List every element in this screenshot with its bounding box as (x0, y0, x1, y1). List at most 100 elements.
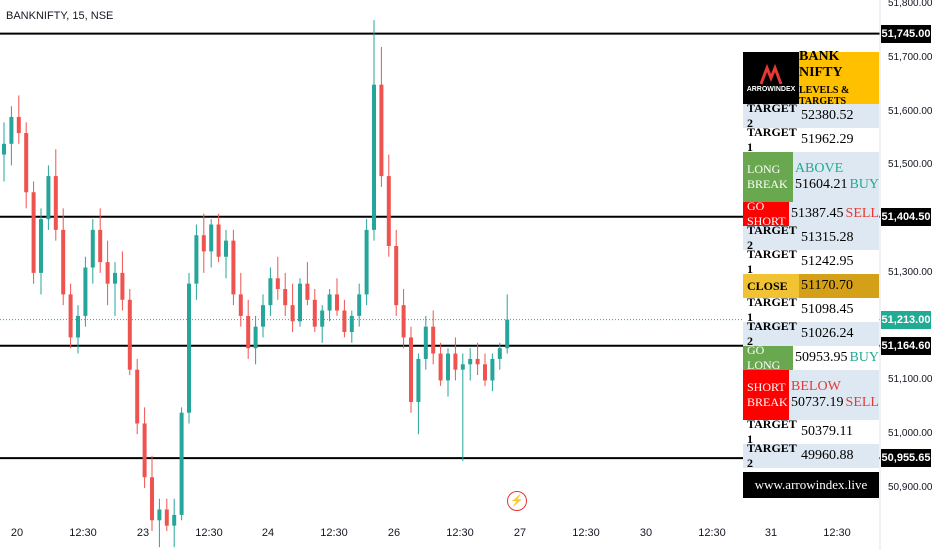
candle-body (298, 283, 302, 322)
candle-body (364, 229, 369, 295)
candle-body (497, 348, 502, 359)
candle-body (446, 353, 450, 381)
time-axis-label: 24 (261, 527, 275, 539)
candle-body (231, 240, 236, 295)
time-axis-label: 31 (764, 527, 778, 539)
row-label: TARGET 2 (747, 319, 797, 348)
time-axis-label: 12:30 (69, 527, 97, 539)
candle-body (127, 299, 132, 370)
levels-panel: ARROWINDEX BANK NIFTY LEVELS & TARGETS T… (743, 49, 879, 470)
price-axis-label: 51,800.00 (888, 0, 932, 9)
candle-body (46, 176, 51, 220)
candle-body (312, 299, 317, 327)
row-label: TARGET 2 (747, 441, 797, 470)
candle-body (475, 358, 480, 365)
price-axis-label: 51,100.00 (888, 374, 932, 386)
candle-body (135, 369, 140, 424)
candle-body (31, 192, 36, 273)
row-label: TARGET 1 (747, 295, 797, 324)
candle-body (505, 319, 510, 349)
candle-body (283, 289, 288, 306)
candle-body (172, 514, 177, 526)
panel-subtitle: LEVELS & TARGETS (799, 85, 850, 107)
row-value-line: 50737.19 SELL (791, 395, 879, 411)
candle-body (275, 278, 280, 290)
row-go-long: GO LONG 50953.95 BUY (743, 343, 879, 372)
row-close: CLOSE 51170.70 (743, 274, 879, 298)
sell-tag: SELL (845, 395, 879, 410)
row-value: 51026.24 (801, 326, 854, 341)
candle-body (460, 364, 465, 370)
row-value: 51604.21 (794, 177, 848, 192)
candle-body (490, 358, 495, 381)
candle-body (105, 262, 110, 284)
candle-body (409, 337, 413, 402)
candle-body (90, 229, 95, 268)
level-tag: 50,955.65 (881, 449, 931, 468)
row-value: 51170.70 (801, 278, 853, 293)
row-label: SHORT BREAK (743, 370, 790, 420)
candle-body (246, 315, 251, 349)
level-tag: 51,745.00 (881, 24, 931, 43)
buy-tag: BUY (849, 350, 879, 365)
candle-body (187, 283, 191, 413)
candle-body (335, 294, 339, 311)
row-value-line: 50953.95 BUY (793, 346, 879, 370)
row-label: TARGET 1 (747, 125, 797, 154)
candle-body (290, 305, 295, 322)
candle-body (39, 219, 43, 273)
price-axis-label: 51,000.00 (888, 428, 932, 440)
candle-body (24, 133, 29, 193)
candle-body (98, 229, 103, 263)
row-label: TARGET 1 (747, 247, 797, 276)
candle-body (423, 326, 428, 359)
candle-body (68, 294, 73, 338)
row-target-1-bottom: TARGET 1 50379.11 (743, 417, 879, 446)
website-banner[interactable]: www.arrowindex.live (743, 472, 879, 498)
candle-body (268, 278, 273, 306)
candle-body (209, 224, 214, 252)
time-axis-label: 12:30 (572, 527, 600, 539)
time-axis-label: 26 (387, 527, 401, 539)
time-axis-label: 27 (513, 527, 527, 539)
row-label: LONG BREAK (743, 152, 793, 202)
row-target-2-mid: TARGET 2 51315.28 (743, 223, 879, 252)
panel-title-block: BANK NIFTY LEVELS & TARGETS (799, 49, 879, 107)
row-value: 51962.29 (801, 132, 854, 147)
row-value: 50379.11 (801, 424, 853, 439)
price-axis-label: 51,300.00 (888, 266, 932, 278)
row-label: TARGET 2 (747, 101, 797, 130)
row-short-break: SHORT BREAK BELOW 50737.19 SELL (743, 370, 879, 420)
candle-body (253, 326, 258, 349)
candle-body (2, 143, 6, 155)
candle-body (438, 353, 443, 381)
candle-body (113, 272, 117, 284)
candle-body (401, 305, 406, 338)
row-target-2-upper: TARGET 2 52380.52 (743, 101, 879, 130)
price-axis-label: 51,600.00 (888, 105, 932, 117)
candle-body (394, 246, 399, 306)
row-value: 51098.45 (801, 302, 854, 317)
candle-body (150, 477, 154, 521)
candle-body (179, 412, 184, 515)
candle-body (372, 84, 376, 230)
candle-body (261, 305, 265, 327)
candle-body (342, 310, 347, 333)
row-target-1-lower: TARGET 1 51098.45 (743, 295, 879, 324)
row-value-line: 51604.21 BUY (795, 177, 879, 193)
candle-body (431, 326, 436, 354)
row-label: TARGET 1 (747, 417, 797, 446)
row-target-1-upper: TARGET 1 51962.29 (743, 125, 879, 154)
candle-body (61, 229, 66, 295)
buy-tag: BUY (849, 177, 879, 192)
candle-body (53, 176, 58, 230)
candle-body (483, 364, 487, 381)
row-value-line: 51387.45 SELL (789, 202, 879, 226)
chart-title: BANKNIFTY, 15, NSE (6, 10, 114, 22)
candle-body (224, 240, 228, 257)
arrow-logo-icon (759, 63, 783, 85)
lightning-icon[interactable]: ⚡ (507, 491, 527, 511)
candle-body (305, 283, 310, 300)
sell-tag: SELL (845, 206, 879, 221)
